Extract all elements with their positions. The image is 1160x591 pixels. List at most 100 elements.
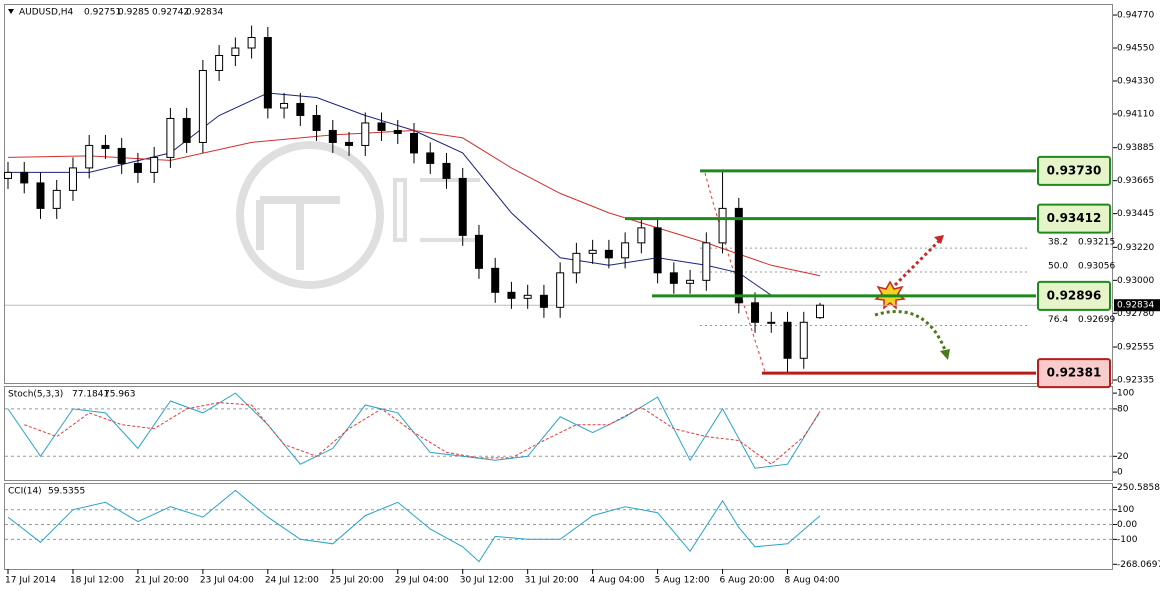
candle-body — [604, 249, 613, 259]
candle-body — [718, 207, 727, 244]
candle-body — [653, 227, 662, 274]
candle-body — [215, 55, 224, 71]
candle-body — [523, 294, 532, 299]
candle-body — [474, 234, 483, 269]
y-tick-label: 0.93220 — [1117, 243, 1154, 253]
x-tick-label: 4 Aug 04:00 — [590, 576, 645, 586]
fib-value: 0.93215 — [1078, 238, 1115, 248]
y-tick-label: 0 — [1117, 468, 1123, 478]
fib-ratio: 38.2 — [1048, 238, 1068, 248]
down-arrow — [874, 310, 947, 351]
candle-body — [182, 117, 191, 143]
main-panel — [4, 4, 1113, 384]
x-tick-label: 31 Jul 20:00 — [525, 576, 579, 586]
fib-ratio: 76.4 — [1048, 315, 1068, 325]
down-arrow-head — [940, 349, 950, 360]
cci-panel — [4, 483, 1113, 570]
watermark — [236, 141, 480, 289]
fib-value: 0.92699 — [1078, 315, 1115, 325]
level-label: 0.92381 — [1047, 366, 1102, 380]
level-box — [1037, 155, 1111, 186]
ohlc-high: 0.9285 — [118, 8, 150, 18]
candle-body — [507, 291, 516, 299]
y-tick-label: 0.92555 — [1117, 343, 1154, 353]
y-tick-label: -268.0697 — [1117, 560, 1160, 570]
candle-body — [572, 252, 581, 274]
ohlc-open: 0.92751 — [84, 8, 121, 18]
y-tick-label: 0.93445 — [1117, 209, 1154, 219]
level-label: 0.93412 — [1047, 211, 1102, 225]
watermark-logo — [236, 141, 384, 289]
cci-title: CCI(14) — [8, 487, 42, 497]
watermark-logo — [256, 196, 340, 270]
candle-body — [4, 171, 12, 179]
level-label: 0.93730 — [1047, 163, 1102, 177]
candle-body — [263, 37, 272, 109]
candle-body — [458, 177, 467, 236]
candle-body — [52, 189, 61, 209]
x-tick-label: 23 Jul 04:00 — [200, 576, 254, 586]
candle-body — [150, 156, 159, 173]
x-tick-label: 29 Jul 04:00 — [395, 576, 449, 586]
candle-body — [328, 129, 337, 143]
moving-average — [7, 129, 821, 277]
x-tick-label: 18 Jul 12:00 — [70, 576, 124, 586]
menu-arrow — [8, 9, 14, 14]
level-label: 0.92896 — [1047, 288, 1102, 302]
candle-body — [588, 249, 597, 254]
candle-body — [426, 152, 435, 164]
up-arrow — [893, 238, 942, 287]
candle-body — [68, 167, 77, 191]
candle-body — [231, 47, 240, 57]
stoch-panel — [4, 386, 1113, 481]
fib-value: 0.93056 — [1078, 261, 1115, 271]
candle-body — [539, 294, 548, 308]
price-tag — [1114, 299, 1160, 312]
candle-body — [799, 321, 808, 359]
candle-body — [637, 227, 646, 244]
candle-body — [36, 182, 45, 209]
y-tick-label: -100 — [1117, 535, 1138, 545]
up-arrow-head — [934, 235, 944, 244]
y-tick-label: 250.5858 — [1117, 483, 1160, 493]
y-tick-label: 0.93000 — [1117, 276, 1154, 286]
candle-body — [377, 122, 386, 131]
candle-body — [491, 267, 500, 293]
fib-ratio: 50.0 — [1048, 261, 1068, 271]
level-box — [1037, 358, 1111, 389]
candle-body — [117, 147, 126, 164]
y-tick-label: 0.92335 — [1117, 376, 1154, 386]
x-tick-label: 5 Aug 12:00 — [655, 576, 710, 586]
x-tick-label: 30 Jul 12:00 — [460, 576, 514, 586]
y-tick-label: 0.94110 — [1117, 109, 1154, 119]
x-tick-label: 24 Jul 12:00 — [265, 576, 319, 586]
candle-body — [198, 69, 207, 143]
candle-body — [669, 272, 678, 284]
y-tick-label: 100 — [1117, 505, 1134, 515]
candle-body — [767, 321, 776, 324]
candle-body — [312, 114, 321, 131]
watermark-text — [393, 178, 480, 242]
ohlc-close: 0.92834 — [186, 8, 223, 18]
y-tick-label: 0.93885 — [1117, 143, 1154, 153]
y-tick-label: 0.00 — [1117, 520, 1137, 530]
candle-body — [20, 171, 29, 184]
ohlc-low: 0.92742 — [152, 8, 189, 18]
stoch-signal — [24, 402, 821, 465]
candle-body — [345, 141, 354, 146]
stoch-main-value: 77.1841 — [72, 390, 109, 400]
cci-value: 59.5355 — [48, 487, 85, 497]
candle-body — [686, 279, 695, 284]
candle-body — [783, 321, 792, 359]
y-tick-label: 0.94770 — [1117, 11, 1154, 21]
x-tick-label: 17 Jul 2014 — [5, 576, 56, 586]
stoch-title: Stoch(5,3,3) — [8, 390, 63, 400]
stoch-signal-value: 75.963 — [104, 390, 136, 400]
candle-body — [166, 117, 175, 158]
candle-body — [556, 272, 565, 308]
y-tick-label: 80 — [1117, 404, 1129, 414]
x-tick-label: 6 Aug 20:00 — [720, 576, 775, 586]
candle-body — [734, 207, 743, 304]
